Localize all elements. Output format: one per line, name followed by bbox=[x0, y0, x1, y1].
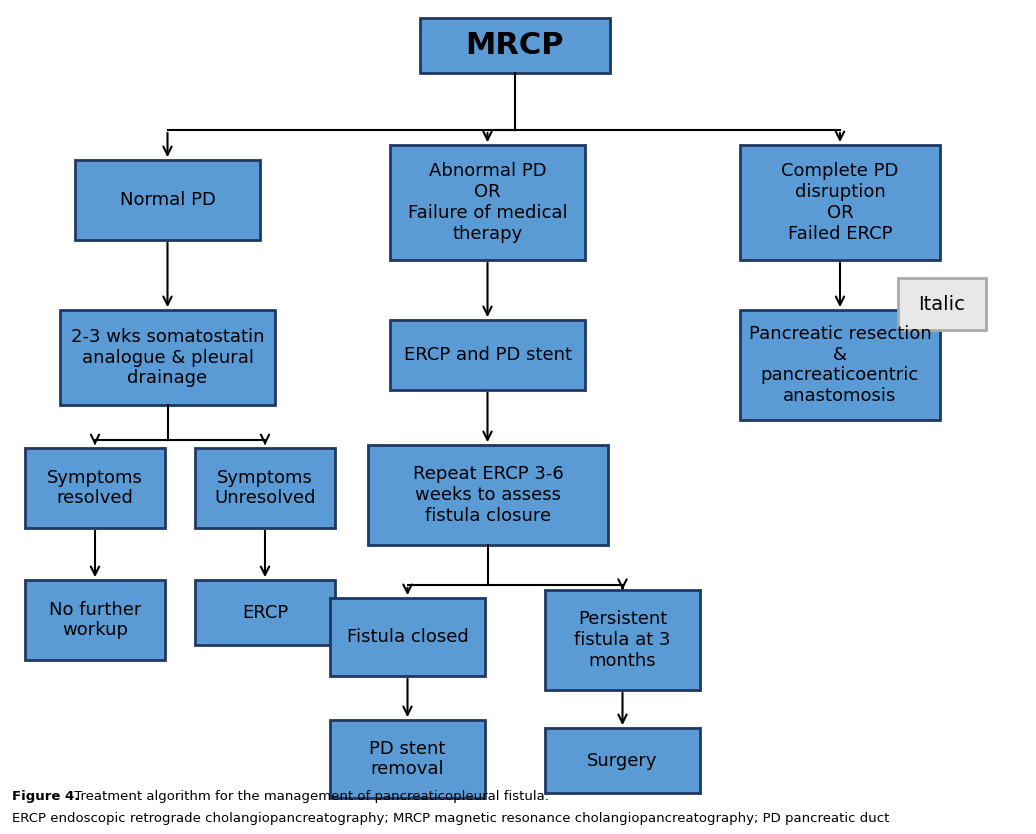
FancyBboxPatch shape bbox=[390, 145, 585, 260]
Text: Fistula closed: Fistula closed bbox=[347, 628, 468, 646]
FancyBboxPatch shape bbox=[545, 728, 700, 793]
Text: 2-3 wks somatostatin
analogue & pleural
drainage: 2-3 wks somatostatin analogue & pleural … bbox=[70, 328, 264, 387]
Text: Normal PD: Normal PD bbox=[119, 191, 215, 209]
Text: Pancreatic resection
&
pancreaticoentric
anastomosis: Pancreatic resection & pancreaticoentric… bbox=[749, 324, 931, 405]
Text: PD stent
removal: PD stent removal bbox=[369, 740, 445, 778]
FancyBboxPatch shape bbox=[420, 18, 610, 73]
FancyBboxPatch shape bbox=[545, 590, 700, 690]
Text: ERCP and PD stent: ERCP and PD stent bbox=[403, 346, 572, 364]
Text: Symptoms
resolved: Symptoms resolved bbox=[47, 469, 143, 507]
FancyBboxPatch shape bbox=[195, 580, 335, 645]
Text: Complete PD
disruption
OR
Failed ERCP: Complete PD disruption OR Failed ERCP bbox=[781, 163, 898, 243]
FancyBboxPatch shape bbox=[75, 160, 260, 240]
Text: ERCP: ERCP bbox=[241, 604, 288, 621]
Text: Repeat ERCP 3-6
weeks to assess
fistula closure: Repeat ERCP 3-6 weeks to assess fistula … bbox=[412, 465, 564, 525]
Text: Italic: Italic bbox=[919, 294, 966, 314]
FancyBboxPatch shape bbox=[898, 278, 986, 330]
Text: ERCP endoscopic retrograde cholangiopancreatography; MRCP magnetic resonance cho: ERCP endoscopic retrograde cholangiopanc… bbox=[12, 812, 889, 825]
FancyBboxPatch shape bbox=[740, 145, 940, 260]
Text: Persistent
fistula at 3
months: Persistent fistula at 3 months bbox=[574, 610, 670, 670]
FancyBboxPatch shape bbox=[368, 445, 608, 545]
FancyBboxPatch shape bbox=[330, 598, 485, 676]
Text: Surgery: Surgery bbox=[587, 751, 658, 770]
FancyBboxPatch shape bbox=[740, 310, 940, 420]
Text: Figure 4.: Figure 4. bbox=[12, 790, 80, 803]
FancyBboxPatch shape bbox=[195, 448, 335, 528]
Text: Treatment algorithm for the management of pancreaticopleural fistula.: Treatment algorithm for the management o… bbox=[70, 790, 549, 803]
Text: Symptoms
Unresolved: Symptoms Unresolved bbox=[214, 469, 316, 507]
FancyBboxPatch shape bbox=[60, 310, 275, 405]
FancyBboxPatch shape bbox=[330, 720, 485, 798]
FancyBboxPatch shape bbox=[25, 580, 165, 660]
Text: MRCP: MRCP bbox=[466, 31, 565, 60]
Text: No further
workup: No further workup bbox=[49, 600, 141, 640]
FancyBboxPatch shape bbox=[25, 448, 165, 528]
FancyBboxPatch shape bbox=[390, 320, 585, 390]
Text: Abnormal PD
OR
Failure of medical
therapy: Abnormal PD OR Failure of medical therap… bbox=[408, 163, 568, 243]
